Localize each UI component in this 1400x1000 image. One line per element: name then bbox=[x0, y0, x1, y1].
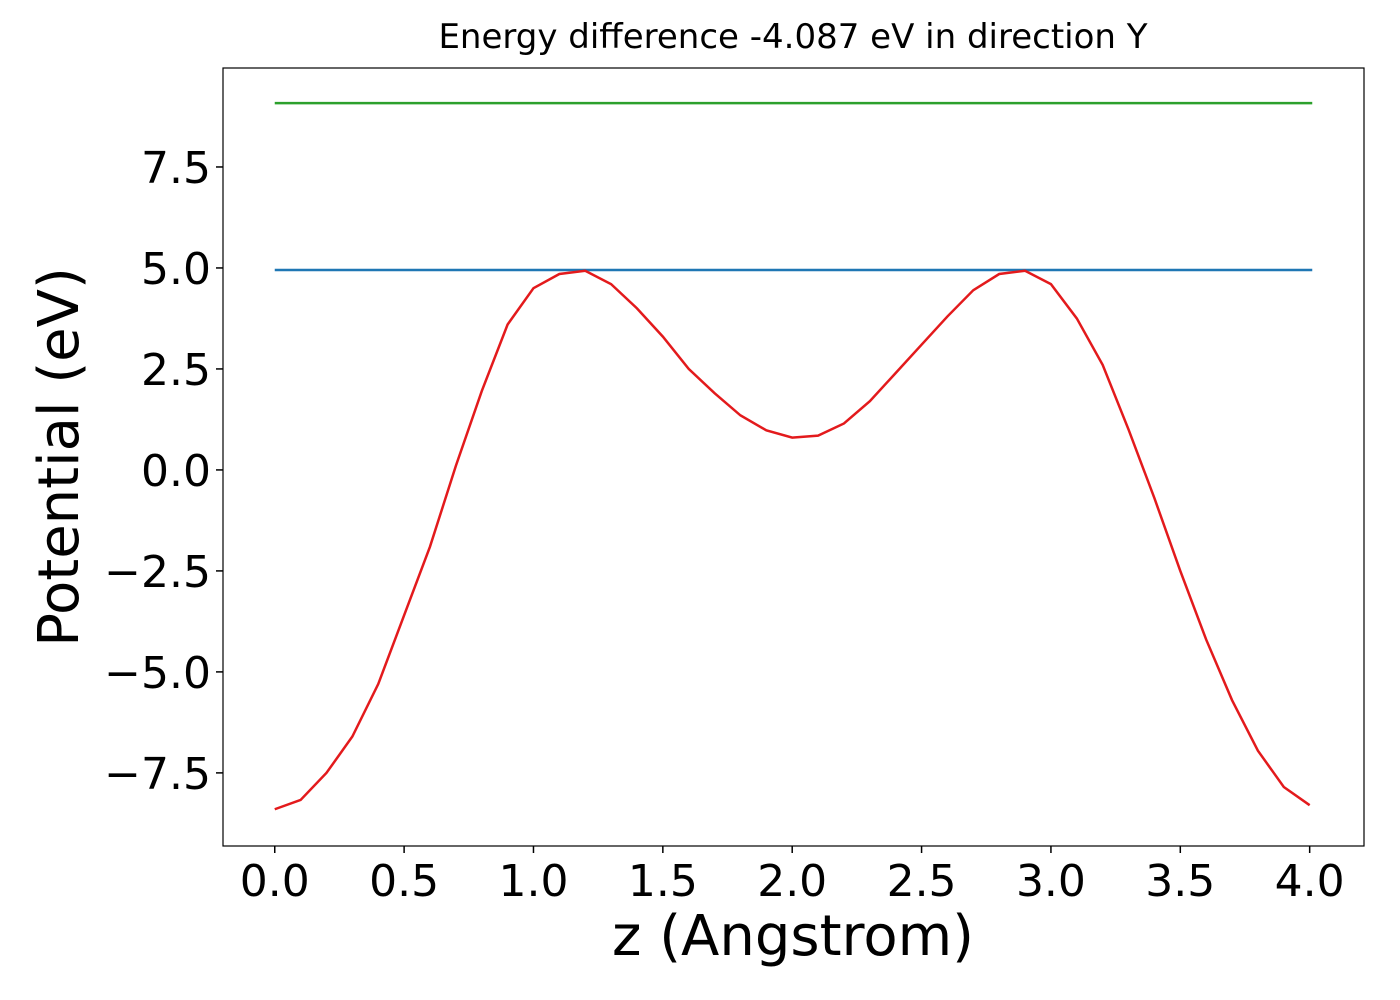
x-tick-label: 3.0 bbox=[1016, 856, 1086, 907]
line-series bbox=[274, 269, 1311, 811]
y-tick-label: −2.5 bbox=[104, 547, 211, 598]
y-tick-label: 0.0 bbox=[141, 446, 211, 497]
chart-title: Energy difference -4.087 eV in direction… bbox=[438, 17, 1147, 57]
x-tick-label: 0.5 bbox=[369, 856, 439, 907]
y-tick-label: 5.0 bbox=[141, 244, 211, 295]
y-tick-label: −5.0 bbox=[104, 648, 211, 699]
x-tick-label: 1.0 bbox=[498, 856, 568, 907]
x-tick-label: 1.5 bbox=[628, 856, 698, 907]
x-tick-label: 2.0 bbox=[757, 856, 827, 907]
x-tick-label: 0.0 bbox=[240, 856, 310, 907]
plot-frame bbox=[222, 67, 1365, 847]
y-tick-label: 2.5 bbox=[141, 345, 211, 396]
x-axis-label: z (Angstrom) bbox=[612, 904, 974, 969]
x-tick-label: 2.5 bbox=[887, 856, 957, 907]
x-tick-label: 3.5 bbox=[1145, 856, 1215, 907]
y-tick-label: −7.5 bbox=[104, 749, 211, 800]
x-tick-label: 4.0 bbox=[1275, 856, 1345, 907]
y-tick-label: 7.5 bbox=[141, 143, 211, 194]
y-axis-label: Potential (eV) bbox=[27, 267, 92, 647]
